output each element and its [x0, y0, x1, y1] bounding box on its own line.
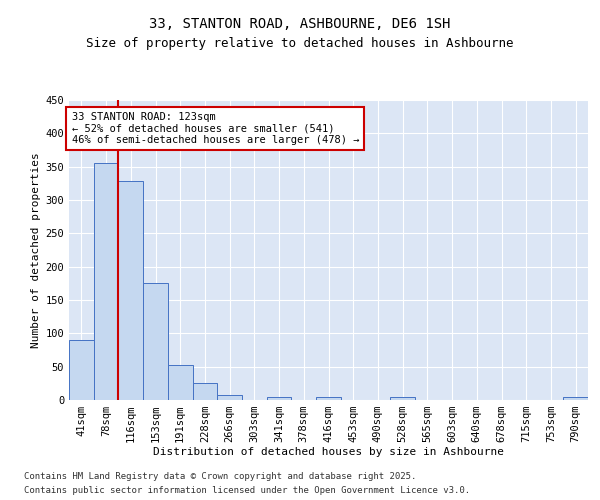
- Bar: [267, 398, 292, 400]
- Text: 33, STANTON ROAD, ASHBOURNE, DE6 1SH: 33, STANTON ROAD, ASHBOURNE, DE6 1SH: [149, 18, 451, 32]
- X-axis label: Distribution of detached houses by size in Ashbourne: Distribution of detached houses by size …: [153, 446, 504, 456]
- Bar: [94, 164, 118, 400]
- Bar: [390, 398, 415, 400]
- Bar: [118, 182, 143, 400]
- Bar: [168, 366, 193, 400]
- Bar: [563, 398, 588, 400]
- Text: Contains public sector information licensed under the Open Government Licence v3: Contains public sector information licen…: [24, 486, 470, 495]
- Text: Size of property relative to detached houses in Ashbourne: Size of property relative to detached ho…: [86, 38, 514, 51]
- Bar: [69, 340, 94, 400]
- Text: Contains HM Land Registry data © Crown copyright and database right 2025.: Contains HM Land Registry data © Crown c…: [24, 472, 416, 481]
- Text: 33 STANTON ROAD: 123sqm
← 52% of detached houses are smaller (541)
46% of semi-d: 33 STANTON ROAD: 123sqm ← 52% of detache…: [71, 112, 359, 145]
- Bar: [143, 284, 168, 400]
- Y-axis label: Number of detached properties: Number of detached properties: [31, 152, 41, 348]
- Bar: [217, 394, 242, 400]
- Bar: [193, 384, 217, 400]
- Bar: [316, 398, 341, 400]
